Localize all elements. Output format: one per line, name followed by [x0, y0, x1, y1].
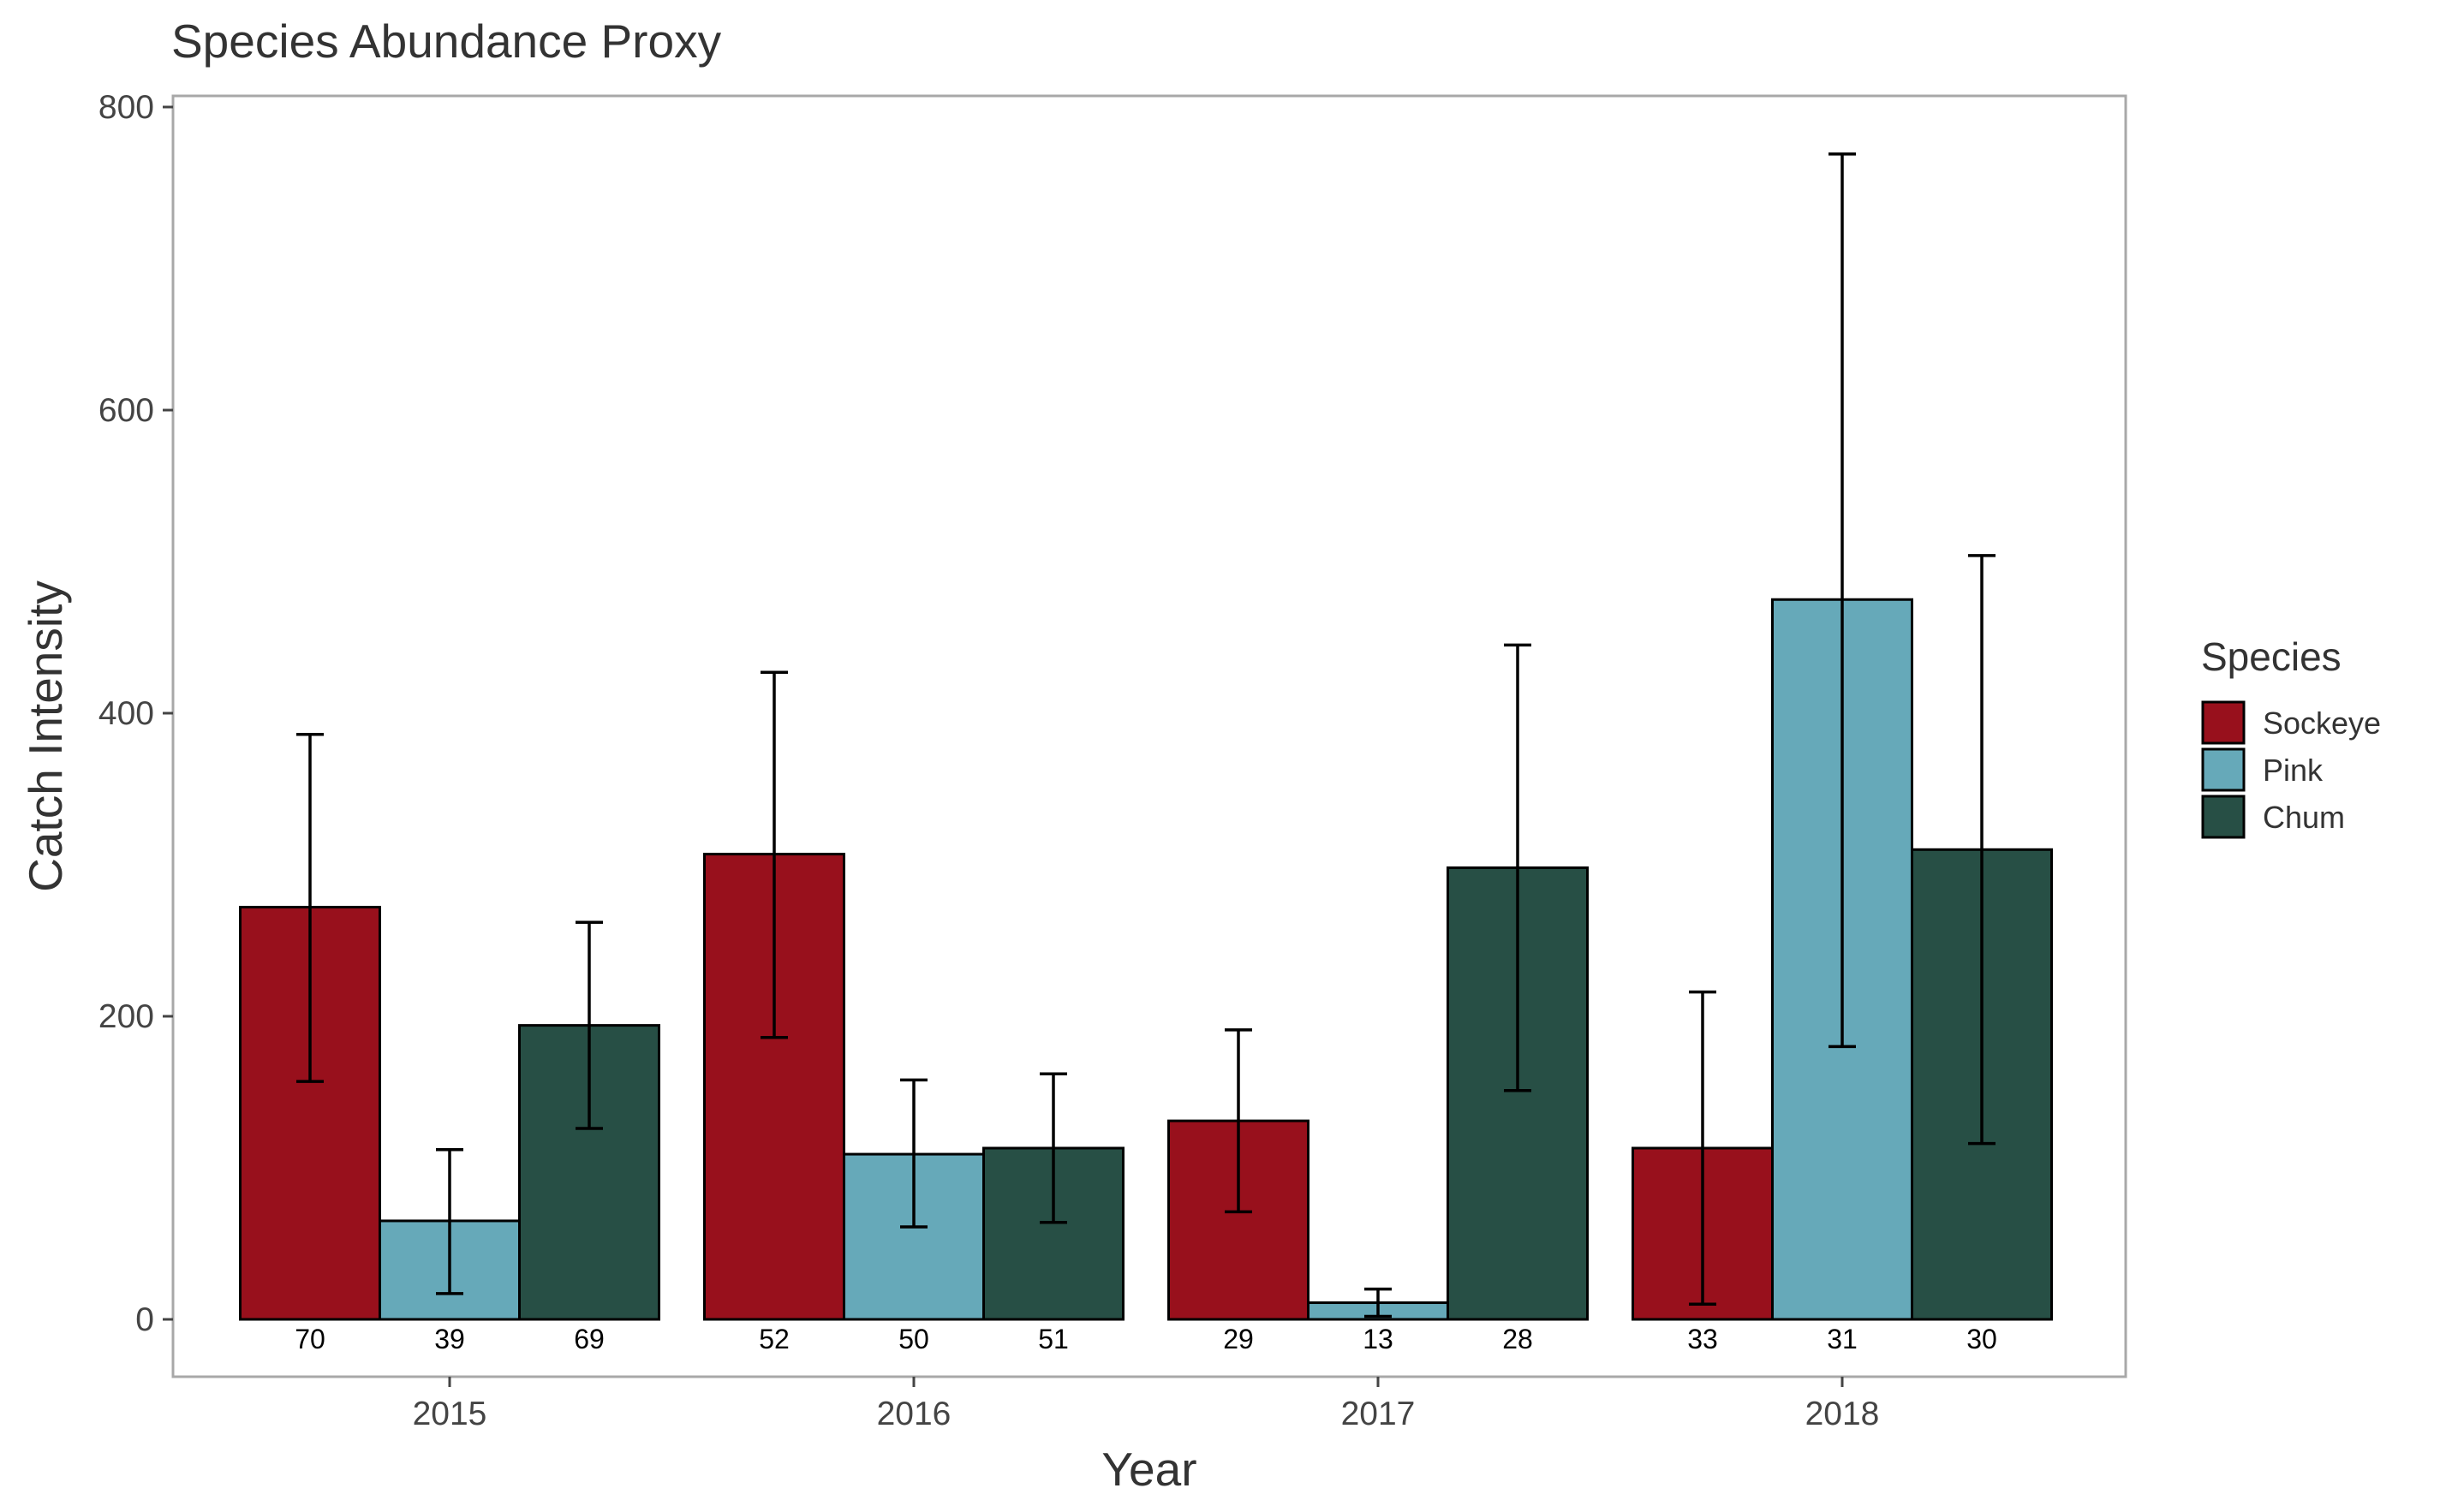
error-bar-pink-2017 [1364, 1287, 1392, 1319]
error-bar-pink-2016 [900, 1078, 928, 1229]
bars [239, 598, 2053, 1321]
n-label-chum-2017: 28 [1502, 1324, 1533, 1354]
y-tick-label: 200 [98, 998, 154, 1035]
error-bar-pink-2015 [436, 1148, 463, 1295]
n-label-pink-2017: 13 [1363, 1324, 1393, 1354]
n-label-sockeye-2017: 29 [1223, 1324, 1254, 1354]
y-tick-label: 600 [98, 392, 154, 429]
n-label-pink-2016: 50 [898, 1324, 929, 1354]
legend-label-sockeye: Sockeye [2263, 705, 2381, 741]
chart-title: Species Abundance Proxy [171, 15, 722, 68]
x-axis: 2015 2016 2017 2018 [413, 1377, 1880, 1432]
error-bar-sockeye-2016 [761, 670, 788, 1039]
plot-panel-border [171, 94, 2127, 1378]
legend-label-pink: Pink [2263, 753, 2324, 788]
error-bar-sockeye-2015 [296, 733, 324, 1083]
x-tick-label: 2015 [413, 1396, 487, 1432]
error-bar-sockeye-2018 [1689, 990, 1716, 1307]
legend-key-chum [2201, 795, 2246, 839]
error-bars [296, 152, 1996, 1319]
n-label-sockeye-2016: 52 [759, 1324, 790, 1354]
error-bar-chum-2017 [1504, 643, 1531, 1092]
legend: Species Sockeye Pink Chum [2201, 634, 2381, 839]
n-label-pink-2018: 31 [1827, 1324, 1858, 1354]
y-tick-label: 400 [98, 695, 154, 732]
x-axis-title: Year [1101, 1443, 1196, 1496]
x-tick-label: 2018 [1805, 1396, 1880, 1432]
legend-key-pink [2201, 747, 2246, 792]
error-bar-pink-2018 [1829, 152, 1856, 1049]
error-bar-chum-2018 [1968, 554, 1996, 1146]
x-tick-label: 2017 [1341, 1396, 1416, 1432]
n-label-sockeye-2018: 33 [1687, 1324, 1718, 1354]
y-axis-title: Catch Intensity [19, 580, 72, 892]
error-bar-sockeye-2017 [1225, 1028, 1252, 1214]
y-axis: 0 200 400 600 800 [98, 89, 173, 1338]
n-label-pink-2015: 39 [434, 1324, 465, 1354]
legend-label-chum: Chum [2263, 800, 2345, 835]
error-bar-chum-2015 [576, 920, 603, 1130]
legend-key-sockeye [2201, 700, 2246, 745]
legend-title: Species [2201, 634, 2342, 679]
x-tick-label: 2016 [877, 1396, 952, 1432]
n-label-chum-2016: 51 [1038, 1324, 1069, 1354]
sample-size-labels: 70 39 69 52 50 51 29 13 28 33 31 30 [295, 1324, 1997, 1354]
n-label-chum-2015: 69 [574, 1324, 605, 1354]
error-bar-chum-2016 [1040, 1072, 1067, 1224]
n-label-sockeye-2015: 70 [295, 1324, 325, 1354]
y-tick-label: 800 [98, 89, 154, 126]
n-label-chum-2018: 30 [1966, 1324, 1997, 1354]
y-tick-label: 0 [135, 1301, 154, 1338]
